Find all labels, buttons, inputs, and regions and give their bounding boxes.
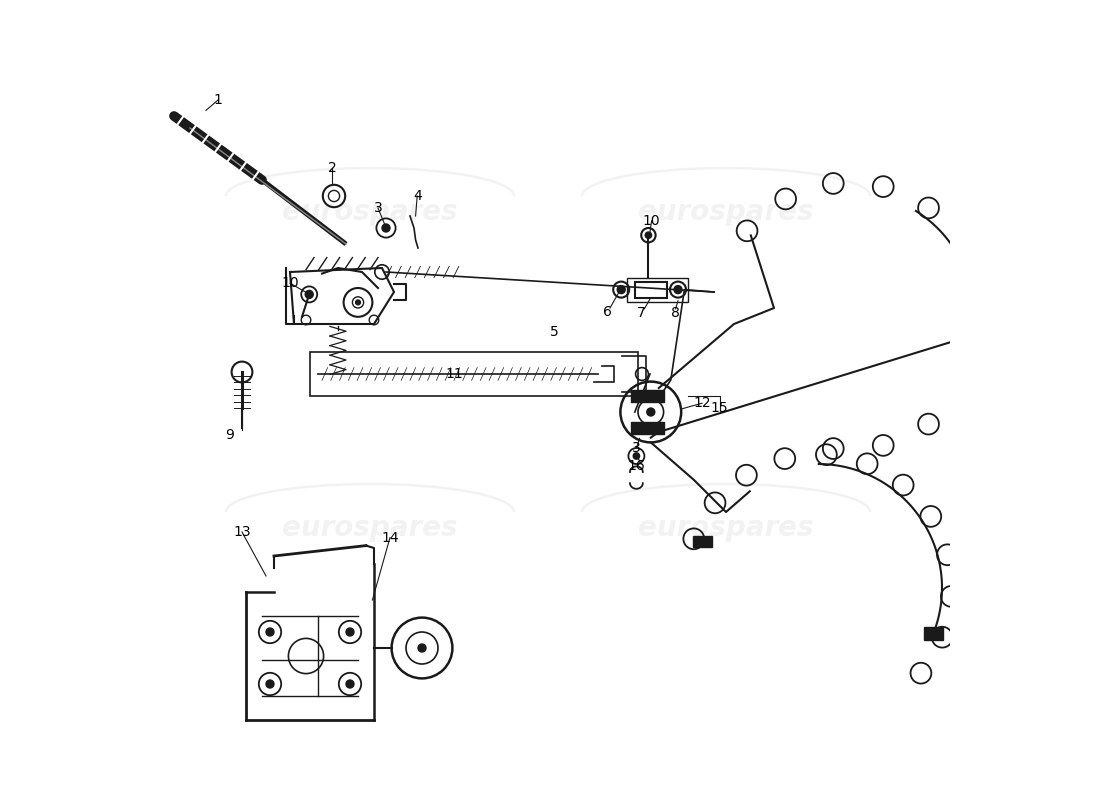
- Text: eurospares: eurospares: [283, 514, 458, 542]
- Bar: [310, 352, 638, 396]
- Text: eurospares: eurospares: [638, 514, 814, 542]
- Text: 10: 10: [642, 214, 660, 228]
- Text: 7: 7: [637, 306, 646, 320]
- Circle shape: [266, 628, 274, 636]
- Circle shape: [305, 290, 314, 298]
- Circle shape: [418, 644, 426, 652]
- Bar: [630, 390, 664, 402]
- Text: 9: 9: [226, 428, 234, 442]
- Text: 8: 8: [671, 306, 680, 320]
- Circle shape: [647, 408, 654, 416]
- Circle shape: [634, 453, 639, 459]
- Text: 11: 11: [446, 366, 463, 381]
- Bar: [635, 282, 667, 298]
- Circle shape: [266, 680, 274, 688]
- Text: eurospares: eurospares: [283, 198, 458, 226]
- Circle shape: [646, 232, 651, 238]
- Text: 14: 14: [382, 530, 399, 545]
- Text: 13: 13: [233, 525, 251, 539]
- Bar: [627, 278, 688, 302]
- Text: 1: 1: [213, 93, 222, 107]
- Text: eurospares: eurospares: [638, 198, 814, 226]
- Text: 4: 4: [412, 189, 421, 203]
- Bar: [924, 627, 943, 640]
- Text: 15: 15: [711, 401, 728, 415]
- Text: 5: 5: [550, 325, 559, 339]
- Circle shape: [382, 224, 390, 232]
- Circle shape: [346, 680, 354, 688]
- Circle shape: [617, 286, 625, 294]
- Circle shape: [355, 300, 361, 305]
- Circle shape: [346, 628, 354, 636]
- Text: 10: 10: [282, 276, 299, 290]
- Circle shape: [674, 286, 682, 294]
- Text: 3: 3: [632, 441, 641, 455]
- Text: 2: 2: [328, 161, 337, 175]
- Text: 3: 3: [374, 201, 383, 215]
- Text: 6: 6: [603, 305, 612, 319]
- Bar: [630, 422, 664, 434]
- Text: 16: 16: [627, 459, 646, 474]
- Bar: [693, 536, 713, 547]
- Text: 12: 12: [693, 396, 711, 410]
